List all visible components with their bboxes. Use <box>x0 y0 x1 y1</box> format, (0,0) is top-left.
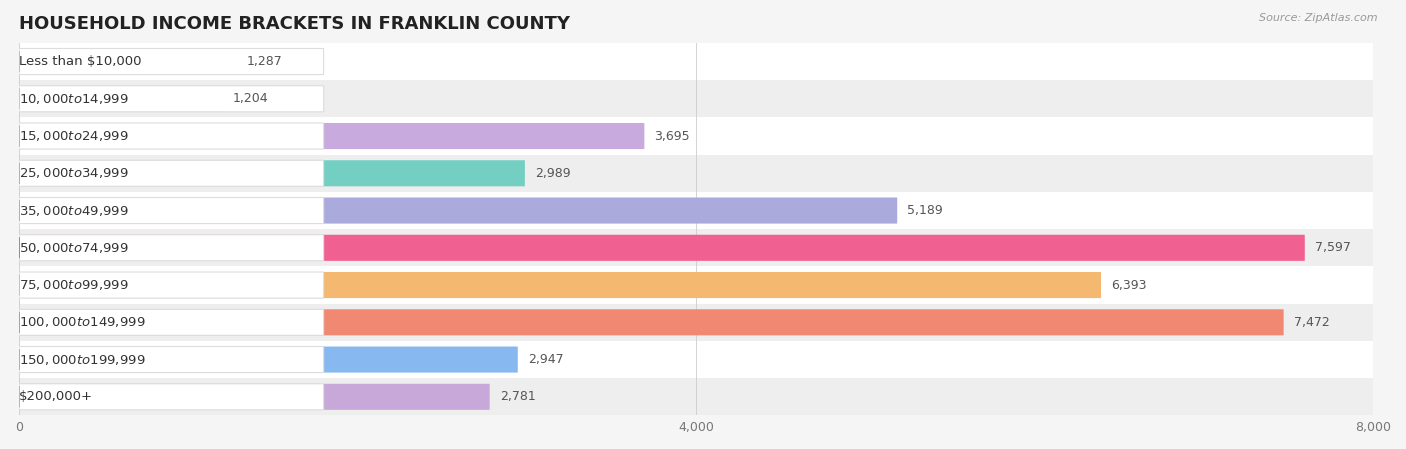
Text: $150,000 to $199,999: $150,000 to $199,999 <box>20 352 146 366</box>
Text: 2,947: 2,947 <box>527 353 564 366</box>
Text: $100,000 to $149,999: $100,000 to $149,999 <box>20 315 146 329</box>
FancyBboxPatch shape <box>20 48 236 75</box>
FancyBboxPatch shape <box>20 86 222 112</box>
Text: HOUSEHOLD INCOME BRACKETS IN FRANKLIN COUNTY: HOUSEHOLD INCOME BRACKETS IN FRANKLIN CO… <box>20 15 569 33</box>
FancyBboxPatch shape <box>20 347 517 373</box>
Text: 6,393: 6,393 <box>1111 278 1147 291</box>
Bar <box>20 266 1374 304</box>
Bar <box>20 378 1374 415</box>
FancyBboxPatch shape <box>20 309 323 335</box>
FancyBboxPatch shape <box>20 123 323 149</box>
Text: 7,597: 7,597 <box>1315 241 1351 254</box>
Bar <box>20 192 1374 229</box>
Text: $35,000 to $49,999: $35,000 to $49,999 <box>20 203 129 217</box>
Text: 5,189: 5,189 <box>907 204 943 217</box>
Text: $10,000 to $14,999: $10,000 to $14,999 <box>20 92 129 106</box>
Bar <box>20 80 1374 117</box>
FancyBboxPatch shape <box>20 160 323 186</box>
FancyBboxPatch shape <box>20 384 489 410</box>
FancyBboxPatch shape <box>20 160 524 186</box>
Text: 1,204: 1,204 <box>233 92 269 105</box>
Text: Less than $10,000: Less than $10,000 <box>20 55 142 68</box>
FancyBboxPatch shape <box>20 347 323 373</box>
Text: 3,695: 3,695 <box>655 129 690 142</box>
Bar <box>20 43 1374 80</box>
FancyBboxPatch shape <box>20 86 323 112</box>
Text: $75,000 to $99,999: $75,000 to $99,999 <box>20 278 129 292</box>
Text: 1,287: 1,287 <box>247 55 283 68</box>
FancyBboxPatch shape <box>20 384 323 410</box>
FancyBboxPatch shape <box>20 198 323 224</box>
FancyBboxPatch shape <box>20 272 323 298</box>
FancyBboxPatch shape <box>20 309 1284 335</box>
Text: 2,781: 2,781 <box>501 390 536 403</box>
Text: $15,000 to $24,999: $15,000 to $24,999 <box>20 129 129 143</box>
FancyBboxPatch shape <box>20 272 1101 298</box>
Text: $200,000+: $200,000+ <box>20 390 93 403</box>
Text: $50,000 to $74,999: $50,000 to $74,999 <box>20 241 129 255</box>
FancyBboxPatch shape <box>20 198 897 224</box>
FancyBboxPatch shape <box>20 235 1305 261</box>
Bar <box>20 304 1374 341</box>
FancyBboxPatch shape <box>20 235 323 261</box>
Bar <box>20 341 1374 378</box>
Text: 2,989: 2,989 <box>536 167 571 180</box>
Bar <box>20 154 1374 192</box>
Text: Source: ZipAtlas.com: Source: ZipAtlas.com <box>1260 13 1378 23</box>
Text: 7,472: 7,472 <box>1294 316 1330 329</box>
Bar <box>20 117 1374 154</box>
FancyBboxPatch shape <box>20 123 644 149</box>
Bar <box>20 229 1374 266</box>
Text: $25,000 to $34,999: $25,000 to $34,999 <box>20 166 129 180</box>
FancyBboxPatch shape <box>20 48 323 75</box>
